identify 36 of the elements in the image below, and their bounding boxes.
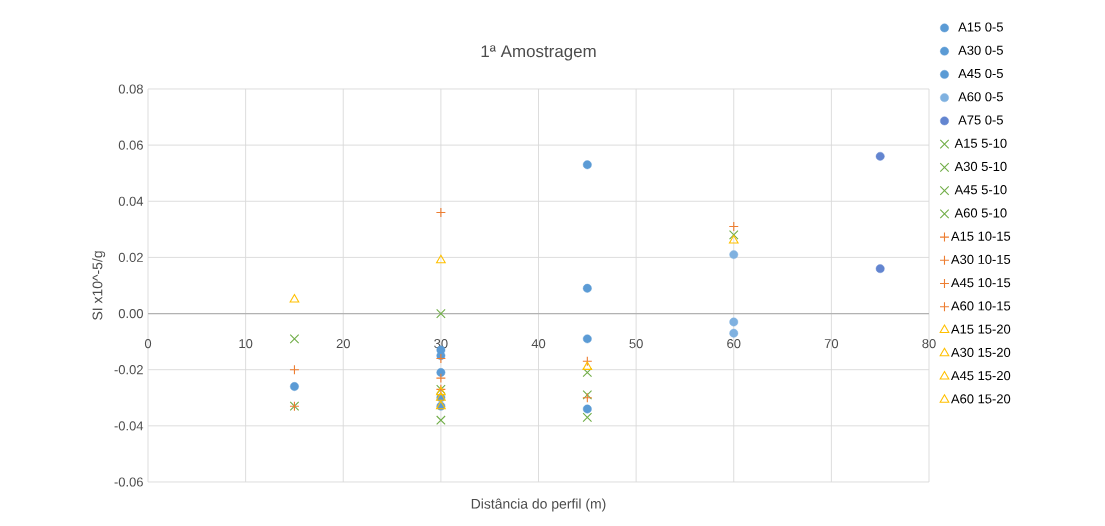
y-tick-label: -0.02 [114, 365, 143, 375]
legend-label: A30 0-5 [958, 45, 1003, 55]
y-tick-label: 0.06 [118, 140, 143, 150]
legend-label: A30 10-15 [950, 254, 1011, 264]
legend-label: A60 15-20 [950, 394, 1011, 404]
legend-label: A15 0-5 [958, 22, 1003, 32]
y-tick-label: -0.06 [114, 477, 143, 487]
x-tick-label: 40 [531, 338, 546, 349]
legend-label: A30 5-10 [954, 161, 1007, 172]
x-tick-label: 80 [922, 338, 936, 349]
y-tick-label: 0.08 [118, 84, 143, 94]
legend-label: A75 0-5 [958, 115, 1003, 125]
x-axis-title: Distância do perfil (m) [471, 498, 606, 512]
y-axis-title: SI x10^-5/g [92, 251, 106, 320]
x-tick-label: 20 [336, 338, 350, 349]
legend-label: A60 0-5 [958, 92, 1003, 102]
legend-label: A15 5-10 [954, 138, 1007, 148]
x-tick-label: 70 [824, 338, 839, 349]
y-tick-label: 0.00 [118, 308, 143, 319]
legend-label: A15 10-15 [950, 231, 1011, 241]
legend-label: A30 15-20 [950, 347, 1011, 357]
legend-label: A45 10-15 [950, 278, 1011, 288]
x-tick-label: 50 [629, 338, 643, 349]
y-tick-label: -0.04 [114, 421, 144, 431]
legend-label: A60 10-15 [950, 301, 1011, 311]
x-tick-label: 60 [727, 338, 741, 349]
y-tick-label: 0.04 [118, 196, 144, 206]
x-tick-label: 0 [144, 338, 152, 349]
legend-label: A45 15-20 [950, 371, 1011, 381]
x-tick-label: 10 [239, 338, 253, 349]
chart-title: 1ª Amostragem [481, 45, 596, 61]
legend-label: A45 0-5 [958, 68, 1003, 79]
y-tick-label: 0.02 [118, 252, 143, 262]
legend-label: A45 5-10 [954, 185, 1007, 195]
legend-label: A60 5-10 [954, 208, 1007, 218]
legend-label: A15 15-20 [950, 324, 1011, 334]
